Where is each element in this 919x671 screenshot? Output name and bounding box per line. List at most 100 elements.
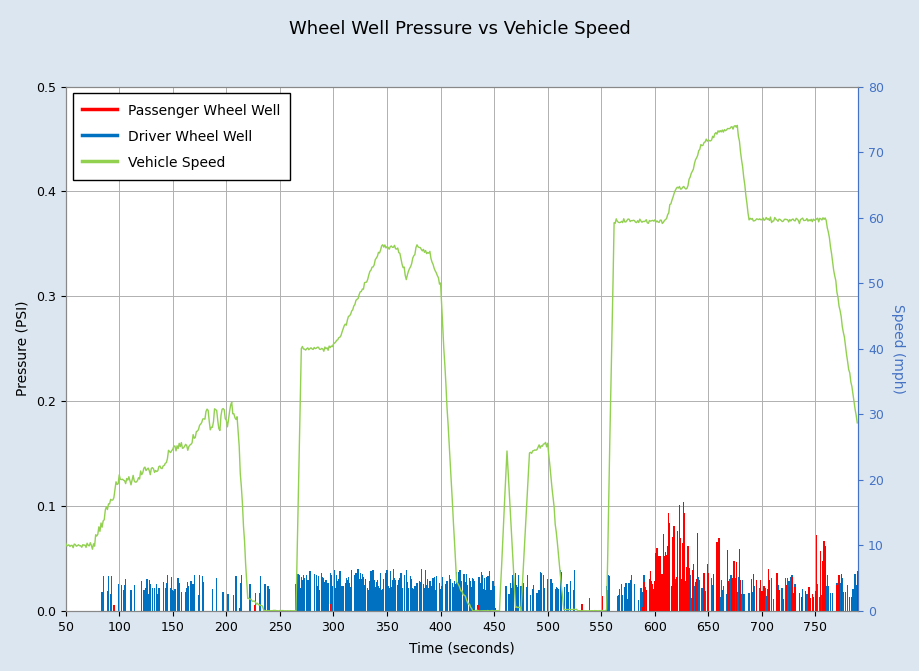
Bar <box>633 584 634 611</box>
Bar <box>367 588 368 611</box>
Bar <box>203 582 204 611</box>
Bar <box>686 546 688 611</box>
Bar <box>306 575 307 611</box>
Bar <box>107 591 108 611</box>
Bar <box>393 578 395 611</box>
Bar <box>779 588 781 611</box>
Bar <box>361 574 363 611</box>
Bar <box>405 570 406 611</box>
Bar <box>675 578 676 611</box>
Bar <box>654 553 656 611</box>
Bar <box>815 592 816 611</box>
Bar <box>174 589 176 611</box>
Bar <box>338 579 339 611</box>
Bar <box>380 590 382 611</box>
Bar <box>392 569 393 611</box>
Bar <box>730 575 731 611</box>
Bar <box>569 581 570 611</box>
Bar <box>566 584 567 611</box>
Bar <box>606 586 607 611</box>
Bar <box>840 574 841 611</box>
Bar <box>358 578 359 611</box>
Bar <box>815 535 816 611</box>
Bar <box>371 578 372 611</box>
Bar <box>801 588 802 611</box>
Bar <box>738 598 739 611</box>
Bar <box>618 589 619 611</box>
Bar <box>707 595 709 611</box>
Bar <box>145 588 146 611</box>
Bar <box>525 587 527 611</box>
Bar <box>706 564 708 611</box>
Bar <box>755 599 756 611</box>
Bar <box>451 583 452 611</box>
Bar <box>330 575 332 611</box>
Bar <box>187 582 188 611</box>
Bar <box>400 573 402 611</box>
Bar <box>425 585 426 611</box>
Bar <box>153 588 155 611</box>
Bar <box>719 597 720 611</box>
Bar <box>827 586 828 611</box>
Bar <box>463 574 464 611</box>
Bar <box>789 576 790 611</box>
Bar <box>349 587 351 611</box>
Bar <box>522 583 523 611</box>
Bar <box>148 580 150 611</box>
Bar <box>700 588 702 611</box>
Bar <box>543 588 545 611</box>
Bar <box>158 588 159 611</box>
Bar <box>750 579 751 611</box>
Bar <box>412 588 413 611</box>
Bar <box>666 546 667 611</box>
Bar <box>341 588 342 611</box>
Bar <box>681 580 683 611</box>
Bar <box>156 584 157 611</box>
Bar <box>389 570 391 611</box>
Bar <box>620 584 621 611</box>
Bar <box>413 589 414 611</box>
Bar <box>835 583 836 611</box>
Bar <box>800 597 801 611</box>
Bar <box>772 599 774 611</box>
Bar <box>642 575 644 611</box>
Bar <box>326 589 327 611</box>
Legend: Passenger Wheel Well, Driver Wheel Well, Vehicle Speed: Passenger Wheel Well, Driver Wheel Well,… <box>73 93 290 180</box>
Bar <box>788 581 789 611</box>
Bar <box>295 584 296 611</box>
Bar <box>150 584 151 611</box>
Bar <box>147 594 149 611</box>
Bar <box>630 575 631 611</box>
Bar <box>453 581 455 611</box>
Bar <box>842 592 843 611</box>
Bar <box>798 593 800 611</box>
Bar <box>198 595 199 611</box>
Bar <box>755 580 756 611</box>
Bar <box>517 575 519 611</box>
Bar <box>346 580 347 611</box>
Bar <box>759 580 761 611</box>
Bar <box>733 578 735 611</box>
Bar <box>781 588 782 611</box>
Bar <box>211 589 213 611</box>
Bar <box>445 584 446 611</box>
Bar <box>488 576 489 611</box>
Bar <box>432 578 433 611</box>
Bar <box>365 579 366 611</box>
Bar <box>762 594 763 611</box>
Bar <box>616 596 618 611</box>
Bar <box>672 537 673 611</box>
Bar <box>372 570 373 611</box>
Bar <box>235 576 236 611</box>
Bar <box>477 605 478 611</box>
Bar <box>454 584 456 611</box>
Bar <box>657 578 658 611</box>
Bar <box>848 597 849 611</box>
Bar <box>680 579 682 611</box>
Bar <box>359 573 360 611</box>
Bar <box>516 586 517 611</box>
Bar <box>317 576 319 611</box>
Bar <box>258 593 260 611</box>
Bar <box>505 586 506 611</box>
Bar <box>820 551 821 611</box>
